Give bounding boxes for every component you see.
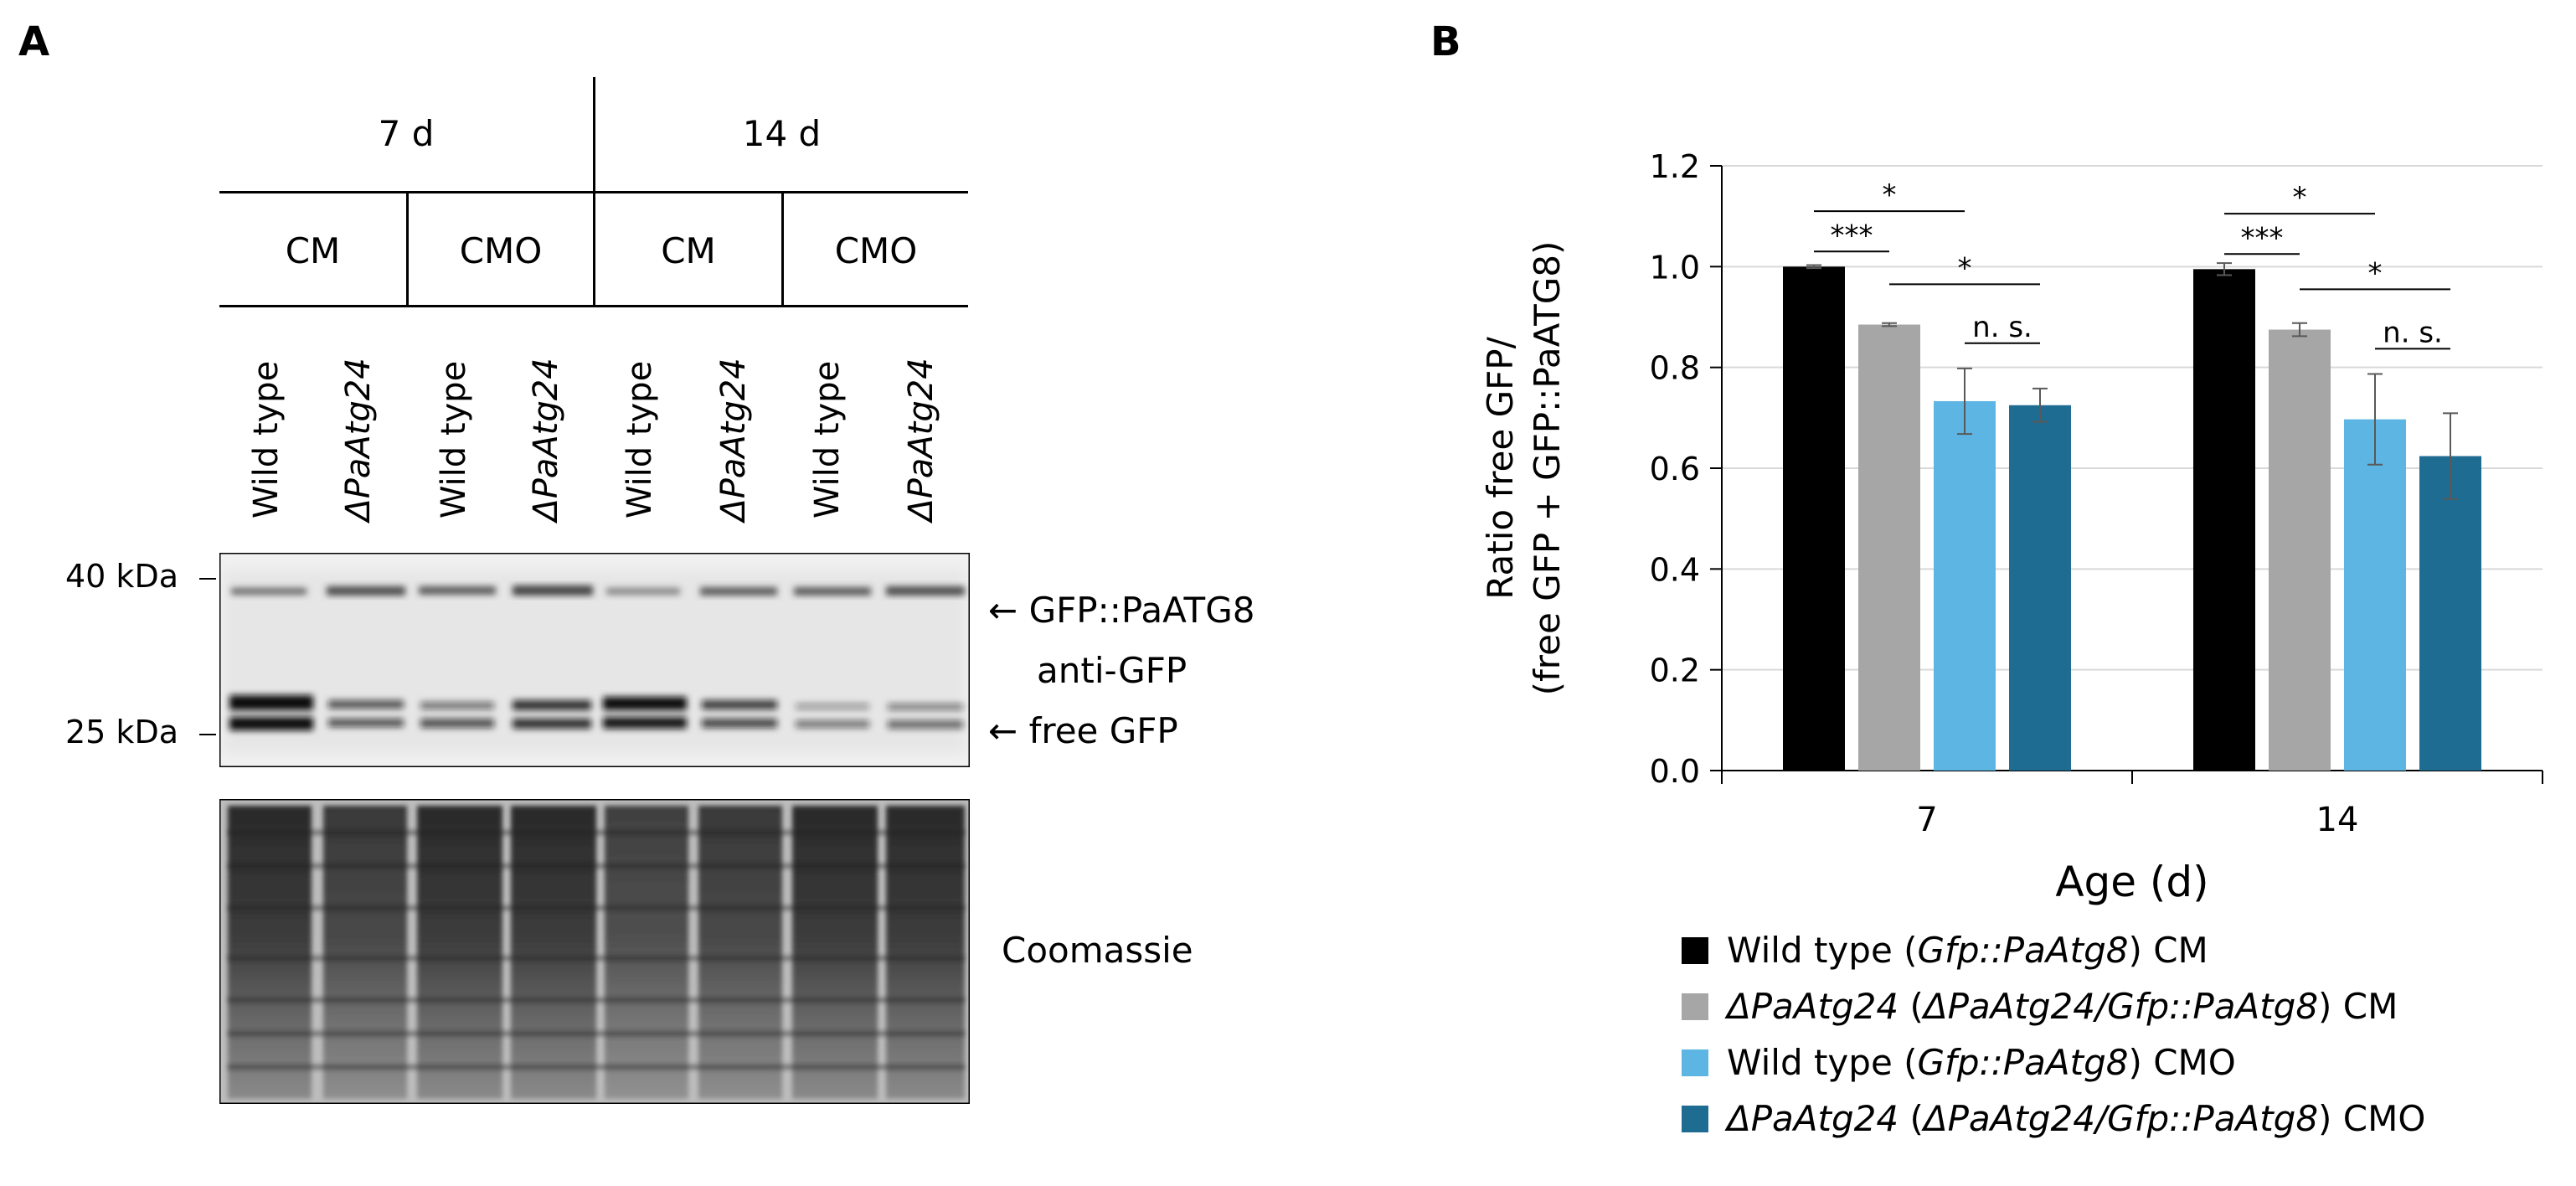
medium-header: CM <box>661 230 716 271</box>
legend-text: ΔPaAtg24 <box>1727 1098 1899 1139</box>
bar <box>1858 324 1920 771</box>
y-tick-label: 0.2 <box>1650 652 1700 689</box>
timepoint-header-7d: 7 d <box>378 113 435 154</box>
y-axis-title-line-1: Ratio free GFP/ <box>1480 336 1521 599</box>
y-axis-title-line-2: (free GFP + GFP::PaATG8) <box>1527 241 1568 696</box>
y-tick-label: 0.4 <box>1650 551 1700 588</box>
medium-header: CMO <box>459 230 543 271</box>
band-label-free-gfp: ← free GFP <box>988 710 1178 751</box>
y-tick-label: 0.0 <box>1650 753 1700 790</box>
legend-text: ( <box>1899 1098 1924 1139</box>
lane-label-wild-type: Wild type <box>808 360 847 519</box>
y-tick-label: 0.8 <box>1650 350 1700 387</box>
header-divider-medium-2 <box>781 193 784 307</box>
significance-label: *** <box>2241 221 2284 255</box>
bar <box>2419 456 2481 771</box>
legend-item: ΔPaAtg24 (ΔPaAtg24/Gfp::PaAtg8) CM <box>1682 986 2425 1027</box>
coomassie-label: Coomassie <box>1002 930 1193 971</box>
lane-label-delta-paatg24: ΔPaAtg24 <box>339 358 378 522</box>
significance-label: * <box>1883 178 1897 212</box>
legend-text: Wild type ( <box>1727 1042 1918 1083</box>
bar <box>2344 419 2406 771</box>
western-blot-image <box>218 551 971 769</box>
header-rule-bottom <box>219 305 968 307</box>
legend-text: Wild type ( <box>1727 930 1918 971</box>
legend-text: Gfp::PaAtg8 <box>1917 930 2129 971</box>
header-divider-medium-1 <box>406 193 409 307</box>
header-rule-top <box>219 191 968 193</box>
arrow-left-icon: ← <box>988 710 1018 751</box>
lane-label-delta-paatg24: ΔPaAtg24 <box>902 358 940 522</box>
marker-tick <box>199 734 216 735</box>
lane-label-delta-paatg24: ΔPaAtg24 <box>714 358 753 522</box>
legend-swatch <box>1682 1049 1708 1076</box>
y-tick-label: 0.6 <box>1650 451 1700 487</box>
significance-label: * <box>2368 256 2383 290</box>
y-tick-label: 1.0 <box>1650 249 1700 286</box>
coomassie-gel-image <box>218 797 971 1106</box>
legend-text: ) CMO <box>2128 1042 2236 1083</box>
panel-a-letter: A <box>18 18 50 65</box>
x-axis-title: Age (d) <box>2055 858 2208 906</box>
bar <box>1934 400 1996 771</box>
lane-label-wild-type: Wild type <box>435 360 473 519</box>
legend-text: ) CMO <box>2318 1098 2426 1139</box>
arrow-left-icon: ← <box>988 590 1018 631</box>
legend-text: ΔPaAtg24/Gfp::PaAtg8 <box>1923 986 2319 1027</box>
timepoint-header-14d: 14 d <box>742 113 822 154</box>
legend-text: Gfp::PaAtg8 <box>1917 1042 2129 1083</box>
marker-40kda: 40 kDa <box>65 558 178 595</box>
x-tick-label: 14 <box>2316 801 2359 839</box>
marker-tick <box>199 578 216 580</box>
antibody-label: anti-GFP <box>1037 650 1188 691</box>
legend-text: ) CM <box>2128 930 2208 971</box>
significance-label: * <box>1958 251 1972 285</box>
bar <box>2269 329 2331 771</box>
legend-item: ΔPaAtg24 (ΔPaAtg24/Gfp::PaAtg8) CMO <box>1682 1098 2425 1139</box>
legend-swatch <box>1682 993 1708 1020</box>
medium-header: CM <box>285 230 341 271</box>
legend-text: ( <box>1899 986 1924 1027</box>
legend-text: ) CM <box>2318 986 2398 1027</box>
bar <box>1783 266 1845 771</box>
lane-label-wild-type: Wild type <box>621 360 659 519</box>
bar-chart: 0.00.20.40.60.81.01.27 14*****n. s.*****n… <box>1480 148 2543 906</box>
chart-legend: Wild type (Gfp::PaAtg8) CM ΔPaAtg24 (ΔPaA… <box>1682 930 2425 1154</box>
medium-header: CMO <box>834 230 918 271</box>
marker-25kda: 25 kDa <box>65 714 178 750</box>
x-tick-label: 7 <box>1916 801 1937 839</box>
band-label-gfp-paatg8: ← GFP::PaATG8 <box>988 590 1255 631</box>
bar <box>2193 269 2255 771</box>
panel-b-letter: B <box>1430 18 1461 65</box>
significance-label: *** <box>1831 219 1873 252</box>
legend-swatch <box>1682 1105 1708 1132</box>
significance-label: n. s. <box>1972 311 2032 344</box>
legend-swatch <box>1682 936 1708 964</box>
legend-item: Wild type (Gfp::PaAtg8) CMO <box>1682 1042 2425 1083</box>
significance-label: n. s. <box>2383 316 2443 349</box>
bar <box>2009 405 2071 771</box>
legend-text: ΔPaAtg24 <box>1727 986 1899 1027</box>
lane-label-delta-paatg24: ΔPaAtg24 <box>527 358 565 522</box>
legend-item: Wild type (Gfp::PaAtg8) CM <box>1682 930 2425 971</box>
y-tick-label: 1.2 <box>1650 148 1700 185</box>
legend-text: ΔPaAtg24/Gfp::PaAtg8 <box>1923 1098 2319 1139</box>
significance-label: * <box>2293 181 2307 214</box>
lane-label-wild-type: Wild type <box>247 360 286 519</box>
